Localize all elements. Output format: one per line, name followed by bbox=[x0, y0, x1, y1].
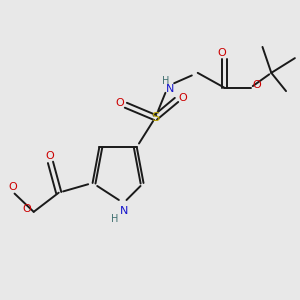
Text: S: S bbox=[151, 110, 160, 124]
Text: O: O bbox=[253, 80, 262, 90]
Text: N: N bbox=[120, 206, 128, 216]
Text: O: O bbox=[45, 151, 54, 161]
Text: H: H bbox=[162, 76, 169, 86]
Text: H: H bbox=[111, 214, 118, 224]
Text: O: O bbox=[217, 48, 226, 58]
Text: O: O bbox=[9, 182, 17, 192]
Text: O: O bbox=[23, 205, 32, 214]
Text: O: O bbox=[178, 93, 188, 103]
Text: O: O bbox=[115, 98, 124, 108]
Text: N: N bbox=[166, 84, 174, 94]
